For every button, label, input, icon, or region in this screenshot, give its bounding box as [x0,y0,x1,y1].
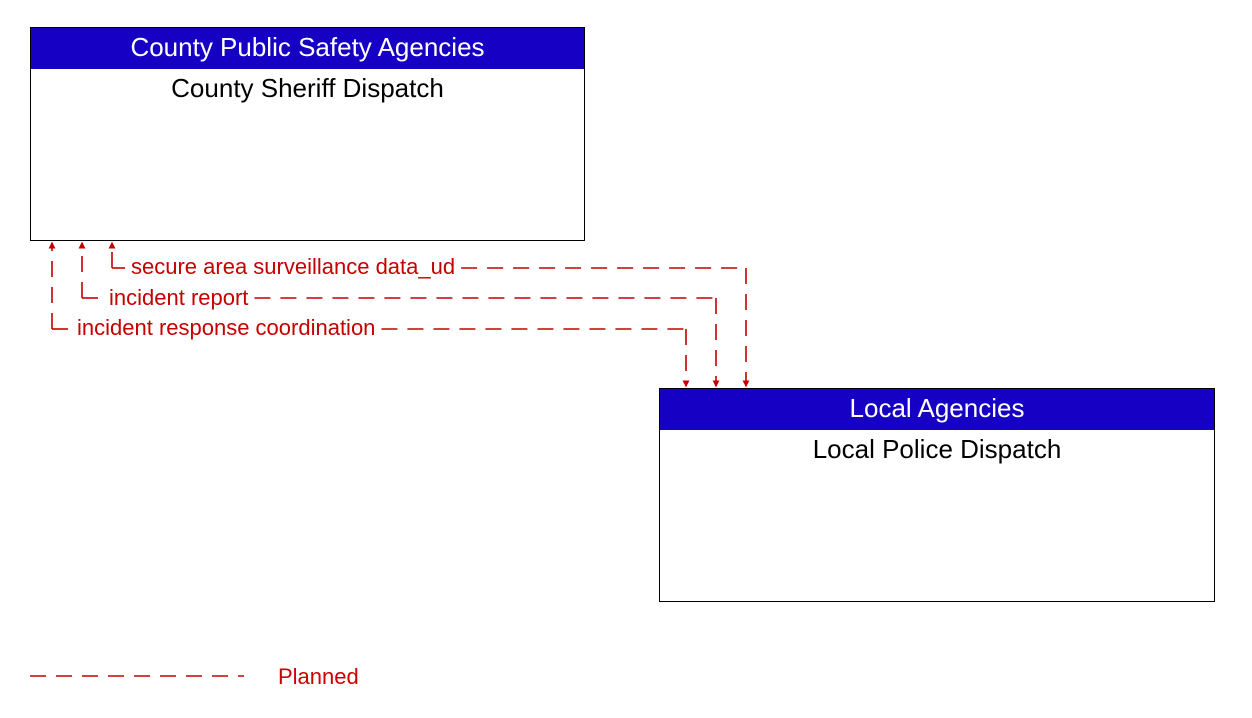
flow-label-surveillance: secure area surveillance data_ud [131,254,455,280]
flow-label-incident-coord: incident response coordination [77,315,375,341]
entity-county-public-safety: County Public Safety Agencies County She… [30,27,585,241]
flow-label-incident-report: incident report [109,285,248,311]
entity-local-header: Local Agencies [660,389,1214,430]
entity-county-header: County Public Safety Agencies [31,28,584,69]
legend-planned-label: Planned [278,664,359,690]
entity-county-body: County Sheriff Dispatch [31,69,584,104]
entity-local-body: Local Police Dispatch [660,430,1214,465]
entity-local-agencies: Local Agencies Local Police Dispatch [659,388,1215,602]
